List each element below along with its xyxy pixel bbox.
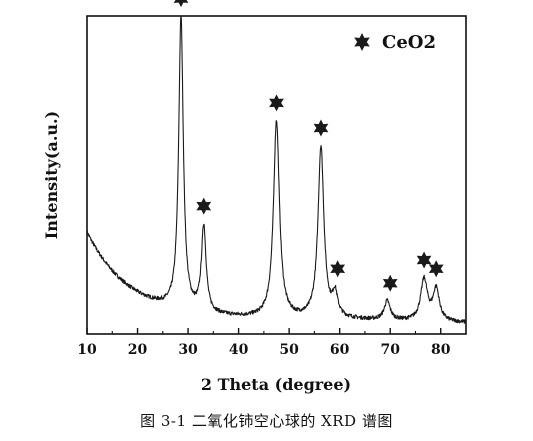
legend-star-marker — [354, 33, 370, 51]
x-tick-label-20: 20 — [128, 342, 148, 358]
x-axis-title: 2 Theta (degree) — [201, 375, 351, 394]
x-axis-ticks — [86, 328, 442, 334]
x-tick-label-10: 10 — [77, 342, 97, 358]
peak-star-icon — [330, 260, 346, 278]
peak-star-icon — [173, 0, 189, 8]
x-axis-tick-labels: 10 20 30 40 50 60 70 80 — [77, 342, 450, 358]
legend-star-icon — [354, 33, 370, 51]
figure-caption: 图 3-1 二氧化铈空心球的 XRD 谱图 — [140, 412, 393, 430]
x-tick-label-40: 40 — [229, 342, 249, 358]
x-tick-label-60: 60 — [330, 342, 350, 358]
x-tick-label-50: 50 — [279, 342, 299, 358]
legend-label-ceo2: CeO2 — [382, 32, 436, 53]
x-tick-label-70: 70 — [380, 342, 400, 358]
x-tick-label-80: 80 — [431, 342, 451, 358]
peak-star-icon — [382, 274, 398, 292]
xrd-pattern-line — [86, 15, 467, 324]
peak-star-icon — [269, 94, 284, 112]
peak-star-icon — [196, 197, 212, 215]
peak-star-icon — [428, 260, 444, 278]
legend: CeO2 — [354, 32, 436, 53]
peak-star-icon — [313, 119, 329, 137]
peak-markers — [173, 0, 444, 292]
plot-frame — [86, 15, 467, 335]
x-tick-label-30: 30 — [178, 342, 198, 358]
y-axis-title: Intensity(a.u.) — [42, 111, 61, 239]
peak-star-icon — [416, 251, 432, 269]
